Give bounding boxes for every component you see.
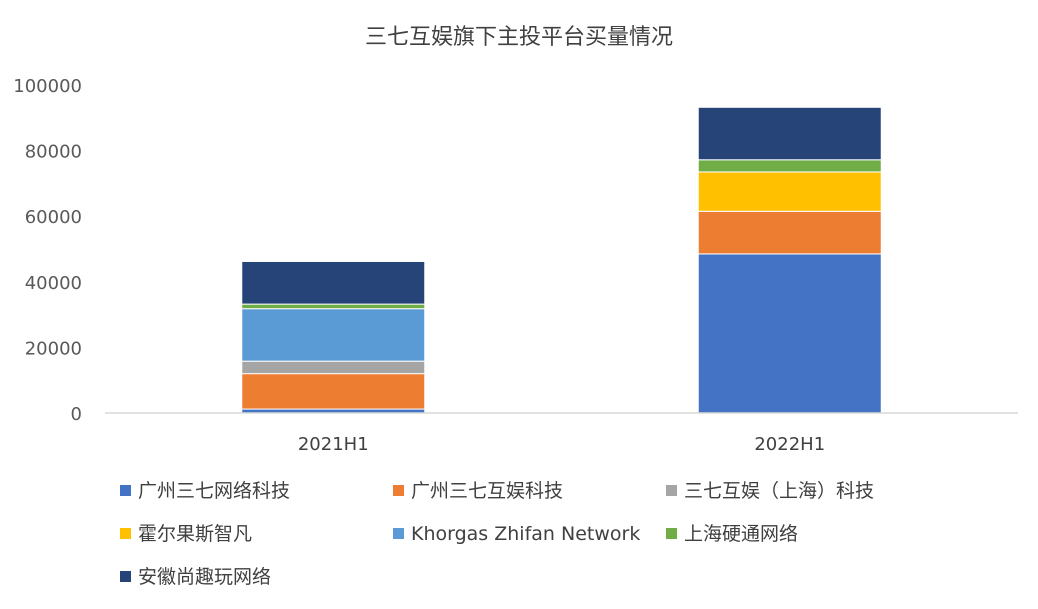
bar-segment bbox=[697, 210, 882, 255]
legend-item: 三七互娱（上海）科技 bbox=[666, 480, 874, 502]
legend-label: Khorgas Zhifan Network bbox=[411, 523, 640, 545]
legend-item: 霍尔果斯智凡 bbox=[120, 523, 252, 545]
chart-title: 三七互娱旗下主投平台买量情况 bbox=[365, 25, 673, 50]
bar-segment bbox=[241, 373, 426, 410]
y-tick-label: 40000 bbox=[25, 273, 82, 294]
bar-segment bbox=[241, 308, 426, 362]
legend-label: 广州三七互娱科技 bbox=[411, 480, 563, 502]
legend-swatch bbox=[120, 485, 131, 496]
legend-label: 广州三七网络科技 bbox=[138, 480, 290, 502]
legend-swatch bbox=[120, 571, 131, 582]
legend-swatch bbox=[120, 528, 131, 539]
bar-segment bbox=[697, 106, 882, 161]
bar-segment bbox=[697, 159, 882, 173]
bars bbox=[241, 106, 882, 414]
legend-label: 上海硬通网络 bbox=[684, 523, 798, 545]
legend-label: 安徽尚趣玩网络 bbox=[138, 566, 271, 588]
bar-segment bbox=[241, 360, 426, 375]
bar-segment bbox=[697, 253, 882, 414]
y-tick-label: 100000 bbox=[13, 76, 82, 97]
legend-label: 三七互娱（上海）科技 bbox=[684, 480, 874, 502]
bar-segment bbox=[241, 303, 426, 310]
legend-item: 广州三七网络科技 bbox=[120, 480, 290, 502]
legend-swatch bbox=[666, 485, 677, 496]
legend-label: 霍尔果斯智凡 bbox=[138, 523, 252, 545]
x-tick-label: 2022H1 bbox=[754, 434, 825, 455]
y-axis-ticks: 0 20000 40000 60000 80000 100000 bbox=[13, 76, 82, 425]
legend-swatch bbox=[393, 528, 404, 539]
legend-swatch bbox=[666, 528, 677, 539]
x-axis-category-labels: 2021H1 2022H1 bbox=[298, 434, 825, 455]
y-tick-label: 80000 bbox=[25, 142, 82, 163]
bar-segment bbox=[697, 171, 882, 212]
bar-segment bbox=[241, 260, 426, 305]
legend-swatch bbox=[393, 485, 404, 496]
legend-item: 安徽尚趣玩网络 bbox=[120, 566, 271, 588]
legend-item: Khorgas Zhifan Network bbox=[393, 523, 640, 545]
legend-item: 广州三七互娱科技 bbox=[393, 480, 563, 502]
y-tick-label: 20000 bbox=[25, 338, 82, 359]
x-tick-label: 2021H1 bbox=[298, 434, 369, 455]
y-tick-label: 60000 bbox=[25, 207, 82, 228]
y-tick-label: 0 bbox=[71, 404, 82, 425]
legend-item: 上海硬通网络 bbox=[666, 523, 798, 545]
